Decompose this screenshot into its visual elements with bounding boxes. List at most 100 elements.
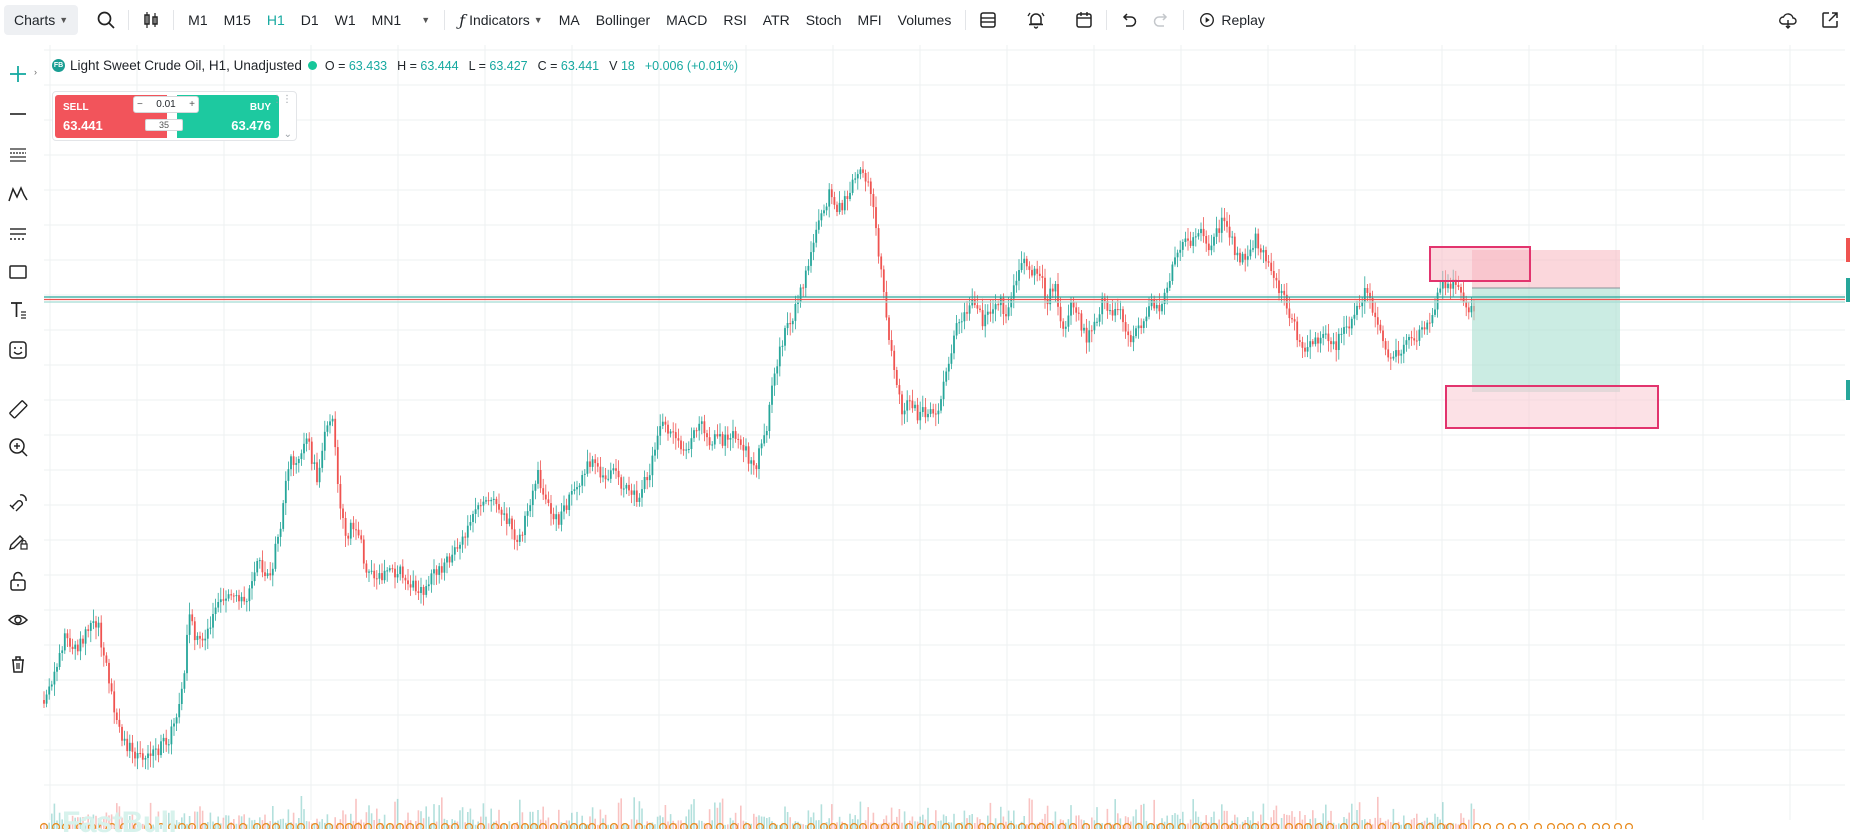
volume-bar [854,815,856,829]
candle-body [305,438,308,444]
popout-button[interactable] [1814,5,1846,35]
measure-tool[interactable] [4,395,32,423]
timeframe-more-button[interactable]: ▼ [409,5,438,35]
volume-bar [771,821,773,829]
search-button[interactable] [90,5,122,35]
magnet-tool[interactable] [4,487,32,515]
time-axis-marker [550,823,558,829]
text-tool[interactable] [4,296,32,324]
demand-zone-rectangle[interactable] [1445,385,1659,429]
candle-body [336,447,339,484]
volume-bar [877,824,880,829]
indicator-bollinger-button[interactable]: Bollinger [588,5,658,35]
quantity-stepper[interactable]: − 0.01 + [133,96,199,113]
candle-body [76,644,79,652]
indicator-rsi-button[interactable]: RSI [715,5,754,35]
indicators-button[interactable]: ƒ Indicators ▼ [451,5,551,35]
time-axis-marker [297,823,305,829]
alert-button[interactable] [1020,5,1052,35]
timeframe-w1[interactable]: W1 [327,5,364,35]
time-axis-marker [1069,823,1077,829]
symbol-title[interactable]: Light Sweet Crude Oil, H1, Unadjusted [70,58,302,73]
volume-bar [84,824,87,829]
volume-bar [805,825,807,829]
drag-handle-icon[interactable]: ⋮⋮ [272,94,292,105]
indicator-ma-button[interactable]: MA [551,5,588,35]
indicator-stoch-button[interactable]: Stoch [798,5,850,35]
volume-bar [1260,814,1262,829]
zoom-tool[interactable] [4,433,32,461]
candle-body [1356,305,1358,315]
volume-bar [417,810,420,829]
timeframe-d1[interactable]: D1 [293,5,327,35]
volume-bar [1072,824,1075,829]
lock-drawings-tool[interactable] [4,527,32,555]
calendar-button[interactable] [1068,5,1100,35]
volume-bar [214,824,217,829]
indicator-volumes-button[interactable]: Volumes [890,5,960,35]
pattern-tool[interactable] [4,180,32,208]
candle-body [607,478,610,480]
indicator-macd-button[interactable]: MACD [658,5,715,35]
price-chart[interactable] [36,40,1850,829]
candle-body [118,719,121,727]
time-axis-marker [500,823,508,829]
indicator-mfi-button[interactable]: MFI [850,5,890,35]
trend-line-tool[interactable] [4,100,32,128]
candle-body [495,498,498,505]
timeframe-h1[interactable]: H1 [259,5,293,35]
charts-menu-button[interactable]: Charts ▼ [4,5,79,35]
time-axis-marker [1404,823,1412,829]
candle-body [61,650,64,653]
volume-bar [136,824,139,829]
candle-body [240,596,243,602]
ohlc-close-value: 63.441 [560,58,600,73]
cloud-save-button[interactable] [1772,5,1804,35]
candle-body [503,513,506,515]
volume-bar [776,824,778,829]
chevron-right-icon[interactable]: › [34,67,37,77]
indicator-atr-button[interactable]: ATR [755,5,798,35]
candle-body [1283,290,1286,295]
timeframe-m15[interactable]: M15 [216,5,259,35]
chart-type-button[interactable] [135,5,167,35]
visibility-tool[interactable] [4,606,32,634]
redo-button[interactable] [1145,5,1177,35]
time-axis-marker [756,823,764,829]
delete-drawings-tool[interactable] [4,650,32,678]
time-axis-marker [1578,823,1586,829]
emoji-tool[interactable] [4,336,32,364]
candle-body [1080,313,1083,331]
volume-bar [428,816,430,829]
supply-zone-rectangle[interactable] [1429,246,1531,282]
quantity-value[interactable]: 0.01 [156,99,176,110]
volume-bar [1436,816,1439,829]
layout-button[interactable] [972,5,1004,35]
increase-quantity-button[interactable]: + [189,99,195,110]
volume-bar [1418,823,1421,829]
timeframe-mn1[interactable]: MN1 [364,5,410,35]
undo-button[interactable] [1113,5,1145,35]
position-target-zone[interactable] [1472,288,1620,392]
gann-tool[interactable] [4,220,32,248]
crosshair-tool[interactable] [4,60,32,88]
candle-body [981,310,984,327]
candle-body [139,753,142,754]
candle-body [1194,236,1197,238]
collapse-chevron-icon[interactable]: ⌄ [283,129,292,140]
candle-body [786,323,789,329]
candle-body [1236,252,1239,256]
timeframe-m1[interactable]: M1 [180,5,215,35]
candle-body [955,323,958,336]
volume-bar [1187,823,1189,829]
fib-retracement-tool[interactable] [4,140,32,168]
lock-all-tool[interactable] [4,567,32,595]
volume-bar [1234,814,1236,829]
candle-body [303,443,305,454]
rectangle-tool[interactable] [4,258,32,286]
indicators-label: Indicators [469,12,530,28]
decrease-quantity-button[interactable]: − [137,99,143,110]
candle-body [622,488,625,490]
volume-bar [1020,821,1023,829]
replay-button[interactable]: Replay [1190,5,1273,35]
